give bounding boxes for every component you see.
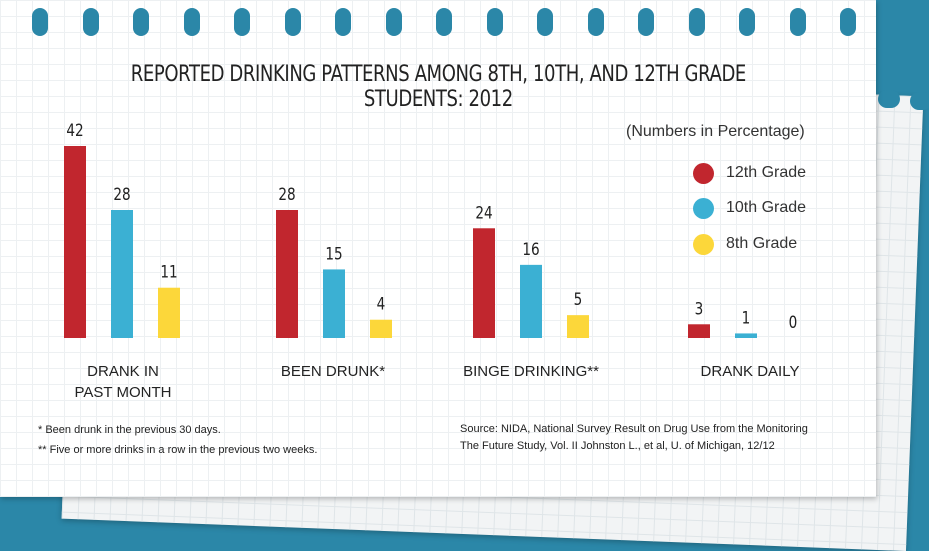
- bar: [473, 228, 495, 338]
- binder-hole-icon: [486, 8, 503, 36]
- data-label: 11: [160, 262, 177, 282]
- category-label: DRANK IN: [87, 363, 159, 380]
- data-label: 3: [695, 299, 704, 319]
- source-line-1: Source: NIDA, National Survey Result on …: [460, 423, 808, 435]
- legend-label: 12th Grade: [726, 164, 807, 181]
- category-label: DRANK DAILY: [701, 363, 800, 380]
- data-label: 42: [66, 121, 83, 141]
- paper-hole-icon: [910, 92, 929, 110]
- category-label: BEEN DRUNK*: [281, 363, 385, 380]
- data-label: 4: [377, 294, 386, 314]
- legend-swatch: [693, 197, 714, 219]
- binder-hole-icon: [335, 8, 351, 36]
- data-label: 24: [475, 203, 492, 223]
- binder-hole-icon: [183, 8, 200, 36]
- paper-hole-icon: [878, 90, 900, 108]
- legend-item-8th-grade: 8th Grade: [693, 233, 797, 255]
- data-label: 28: [278, 185, 295, 205]
- binder-hole-icon: [82, 8, 99, 36]
- bar: [688, 324, 710, 338]
- bar: [111, 210, 133, 338]
- binder-hole-icon: [32, 8, 48, 36]
- data-label: 16: [522, 239, 539, 259]
- binder-hole-icon: [739, 8, 755, 36]
- bar: [323, 269, 345, 338]
- legend-label: 10th Grade: [726, 199, 807, 216]
- binder-hole-icon: [133, 8, 149, 36]
- data-label: 15: [325, 244, 342, 264]
- legend-label: 8th Grade: [726, 235, 798, 252]
- data-label: 5: [574, 290, 583, 310]
- binder-hole-icon: [385, 8, 402, 36]
- legend-swatch: [693, 162, 714, 184]
- data-label: 28: [113, 185, 130, 205]
- legend-item-12th-grade: 12th Grade: [693, 162, 806, 184]
- bar: [520, 264, 542, 338]
- legend-item-10th-grade: 10th Grade: [693, 197, 806, 219]
- bar: [276, 210, 298, 338]
- binder-hole-icon: [234, 8, 250, 36]
- binder-hole-icon: [284, 8, 301, 36]
- bar: [735, 333, 757, 338]
- bar: [370, 319, 392, 338]
- binder-hole-icon: [587, 8, 604, 36]
- footnote-binge-drinking: ** Five or more drinks in a row in the p…: [38, 444, 318, 456]
- source-line-2: The Future Study, Vol. II Johnston L., e…: [460, 440, 775, 452]
- chart-title: REPORTED DRINKING PATTERNS AMONG 8TH, 10…: [130, 62, 747, 112]
- binder-hole-icon: [840, 8, 856, 36]
- category-label: BINGE DRINKING**: [463, 363, 599, 380]
- source-citation: Source: NIDA, National Survey Result on …: [460, 421, 860, 455]
- category-label: PAST MONTH: [75, 384, 172, 401]
- bar: [64, 146, 86, 338]
- data-label: 1: [742, 308, 751, 328]
- binder-hole-icon: [638, 8, 654, 36]
- binder-hole-icon: [688, 8, 705, 36]
- footnote-been-drunk: * Been drunk in the previous 30 days.: [38, 424, 221, 436]
- bar: [567, 315, 589, 338]
- binder-hole-icon: [789, 8, 806, 36]
- data-label: 0: [789, 313, 798, 333]
- legend-swatch: [693, 233, 714, 255]
- binder-hole-icon: [537, 8, 553, 36]
- binder-hole-icon: [436, 8, 452, 36]
- units-note: (Numbers in Percentage): [626, 123, 805, 140]
- bar: [158, 287, 180, 338]
- paper-sheet: REPORTED DRINKING PATTERNS AMONG 8TH, 10…: [0, 0, 876, 497]
